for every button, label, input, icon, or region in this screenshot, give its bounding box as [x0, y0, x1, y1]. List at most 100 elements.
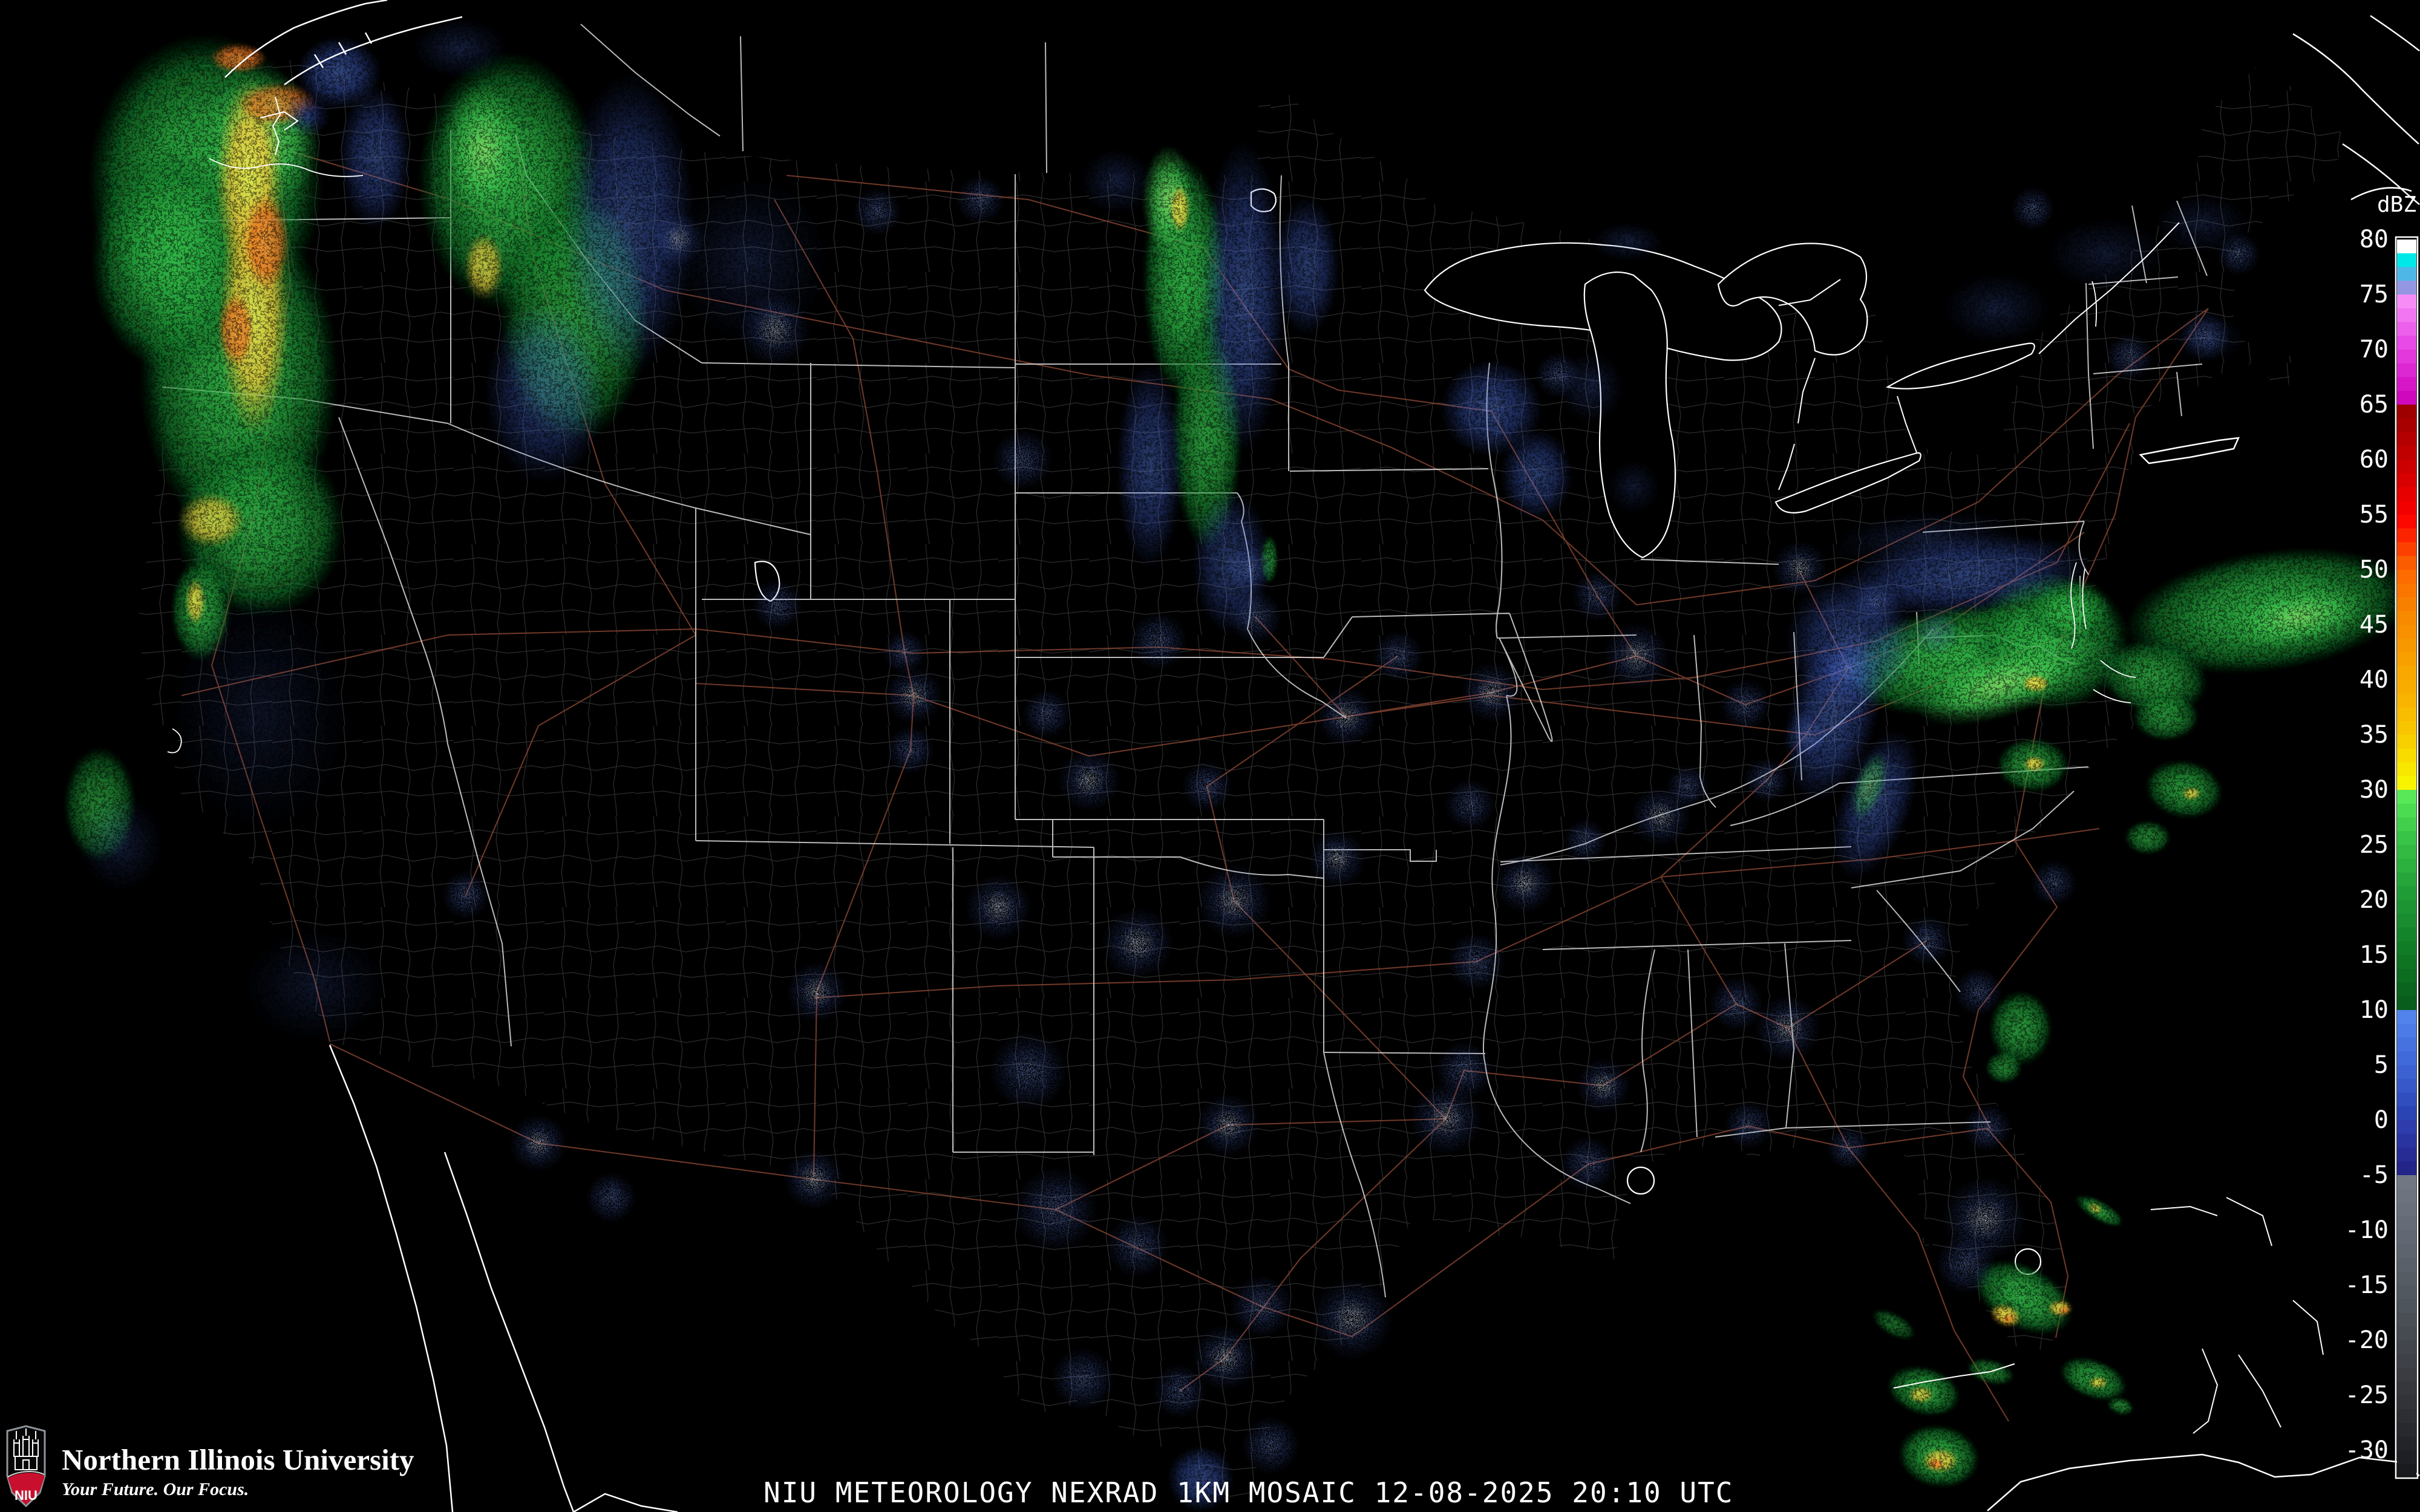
- clutter-core: [1509, 868, 1540, 898]
- clutter-core: [1332, 1298, 1373, 1339]
- clutter-core: [1331, 702, 1361, 732]
- colorbar-segment: [2397, 982, 2416, 997]
- colorbar-tick-label: 5: [2374, 1051, 2389, 1079]
- radar-echo: [218, 293, 254, 366]
- clutter-core: [1323, 844, 1352, 873]
- clutter-core: [1428, 1101, 1464, 1137]
- clutter-site: [2217, 232, 2260, 276]
- radar-echo: [2107, 1397, 2134, 1415]
- clutter-core: [1119, 925, 1156, 962]
- clutter-core: [1589, 1072, 1617, 1100]
- mosaic-caption: NIU METEOROLOGY NEXRAD 1KM MOSAIC 12-08-…: [764, 1476, 1734, 1509]
- colorbar-segment: [2397, 1147, 2416, 1162]
- clutter-site: [442, 871, 490, 919]
- colorbar-segment: [2397, 1133, 2416, 1149]
- colorbar-segment: [2397, 377, 2416, 391]
- radar-echo: [1170, 184, 1189, 233]
- radar-echo: [2023, 675, 2049, 692]
- colorbar-segment: [2397, 446, 2416, 460]
- colorbar-segment: [2397, 1271, 2416, 1286]
- radar-echo: [2045, 218, 2166, 290]
- radar-echo: [1500, 429, 1573, 520]
- sf-bay: [167, 728, 182, 754]
- radar-echo: [1827, 510, 2021, 567]
- radar-echo: [2227, 584, 2371, 650]
- colorbar-segment: [2397, 1078, 2416, 1093]
- clutter-site: [1435, 1041, 1493, 1100]
- clutter-site: [1560, 1136, 1616, 1192]
- colorbar-bands: [2397, 240, 2416, 1477]
- colorbar-segment: [2397, 845, 2416, 859]
- colorbar-segment: [2397, 542, 2416, 556]
- colorbar-tick-label: -30: [2345, 1436, 2389, 1464]
- colorbar-segment: [2397, 817, 2416, 832]
- lake-huron: [1717, 243, 1868, 356]
- clutter-site: [1022, 689, 1071, 738]
- niu-wordmark: Northern Illinois University: [62, 1443, 414, 1476]
- pamlico-sound: [2093, 660, 2136, 703]
- radar-echo: [339, 85, 411, 230]
- niu-shield-text: NIU: [15, 1488, 38, 1503]
- niu-shield-swoosh: [7, 1471, 45, 1478]
- lake-ontario: [1885, 342, 2035, 389]
- colorbar-segment: [2397, 1340, 2416, 1355]
- clutter-core: [799, 1164, 829, 1194]
- clutter-core: [756, 311, 793, 348]
- colorbar: dBZ 80757065605550454035302520151050-5-1…: [2345, 192, 2419, 1479]
- colorbar-segment: [2397, 1092, 2416, 1107]
- clutter-site: [1720, 679, 1771, 730]
- colorbar-segment: [2397, 570, 2416, 584]
- colorbar-segment: [2397, 1354, 2416, 1369]
- radar-echo: [2024, 757, 2046, 771]
- colorbar-segment: [2397, 281, 2416, 295]
- radar-echo: [178, 493, 245, 547]
- colorbar-segment: [2397, 1464, 2416, 1477]
- clutter-core: [1771, 1011, 1805, 1045]
- clutter-core: [802, 977, 832, 1007]
- clutter-site: [1230, 1275, 1293, 1338]
- clutter-site: [1153, 1364, 1207, 1418]
- colorbar-segment: [2397, 501, 2416, 515]
- radar-echo: [465, 233, 503, 299]
- colorbar-tick-label: 25: [2360, 831, 2389, 859]
- clutter-site: [1954, 968, 2003, 1016]
- colorbar-tick-label: 50: [2360, 556, 2389, 584]
- clutter-site: [1563, 819, 1607, 862]
- colorbar-segment: [2397, 913, 2416, 928]
- colorbar-labels: 80757065605550454035302520151050-5-10-15…: [2345, 226, 2389, 1464]
- radar-echo: [2125, 821, 2171, 855]
- radar-echo: [1909, 1387, 1933, 1403]
- clutter-site: [1013, 1167, 1098, 1252]
- clutter-core: [1963, 1198, 2006, 1240]
- radar-echo: [2059, 1306, 2070, 1314]
- radar-echo: [186, 579, 205, 625]
- colorbar-segment: [2397, 762, 2416, 777]
- colorbar-tick-label: 65: [2360, 391, 2389, 419]
- clutter-site: [1241, 1416, 1300, 1475]
- colorbar-segment: [2397, 1285, 2416, 1300]
- colorbar-tick-label: 55: [2360, 501, 2389, 529]
- radar-echo: [1201, 139, 1286, 454]
- radar-echo: [1989, 991, 2052, 1066]
- clutter-site: [1106, 1214, 1169, 1277]
- clutter-site: [1535, 352, 1581, 398]
- lake-champlain: [2091, 281, 2098, 327]
- long-island: [2139, 437, 2240, 464]
- radar-echo: [442, 82, 526, 221]
- clutter-core: [664, 225, 692, 253]
- colorbar-segment: [2397, 1243, 2416, 1259]
- clutter-core: [1476, 677, 1506, 708]
- radar-echo: [1168, 1445, 1234, 1512]
- colorbar-segment: [2397, 1065, 2416, 1080]
- niu-shield-logo: NIU: [6, 1425, 46, 1508]
- niu-shield-red-band: [8, 1473, 44, 1505]
- colorbar-segment: [2397, 1367, 2416, 1382]
- clutter-site: [1912, 608, 1960, 656]
- clutter-site: [1783, 712, 1829, 758]
- radar-echo: [243, 194, 289, 290]
- clutter-site: [1824, 644, 1872, 692]
- colorbar-segment: [2397, 831, 2416, 846]
- radar-echo: [169, 593, 351, 835]
- colorbar-segment: [2397, 1422, 2416, 1437]
- colorbar-segment: [2397, 391, 2416, 405]
